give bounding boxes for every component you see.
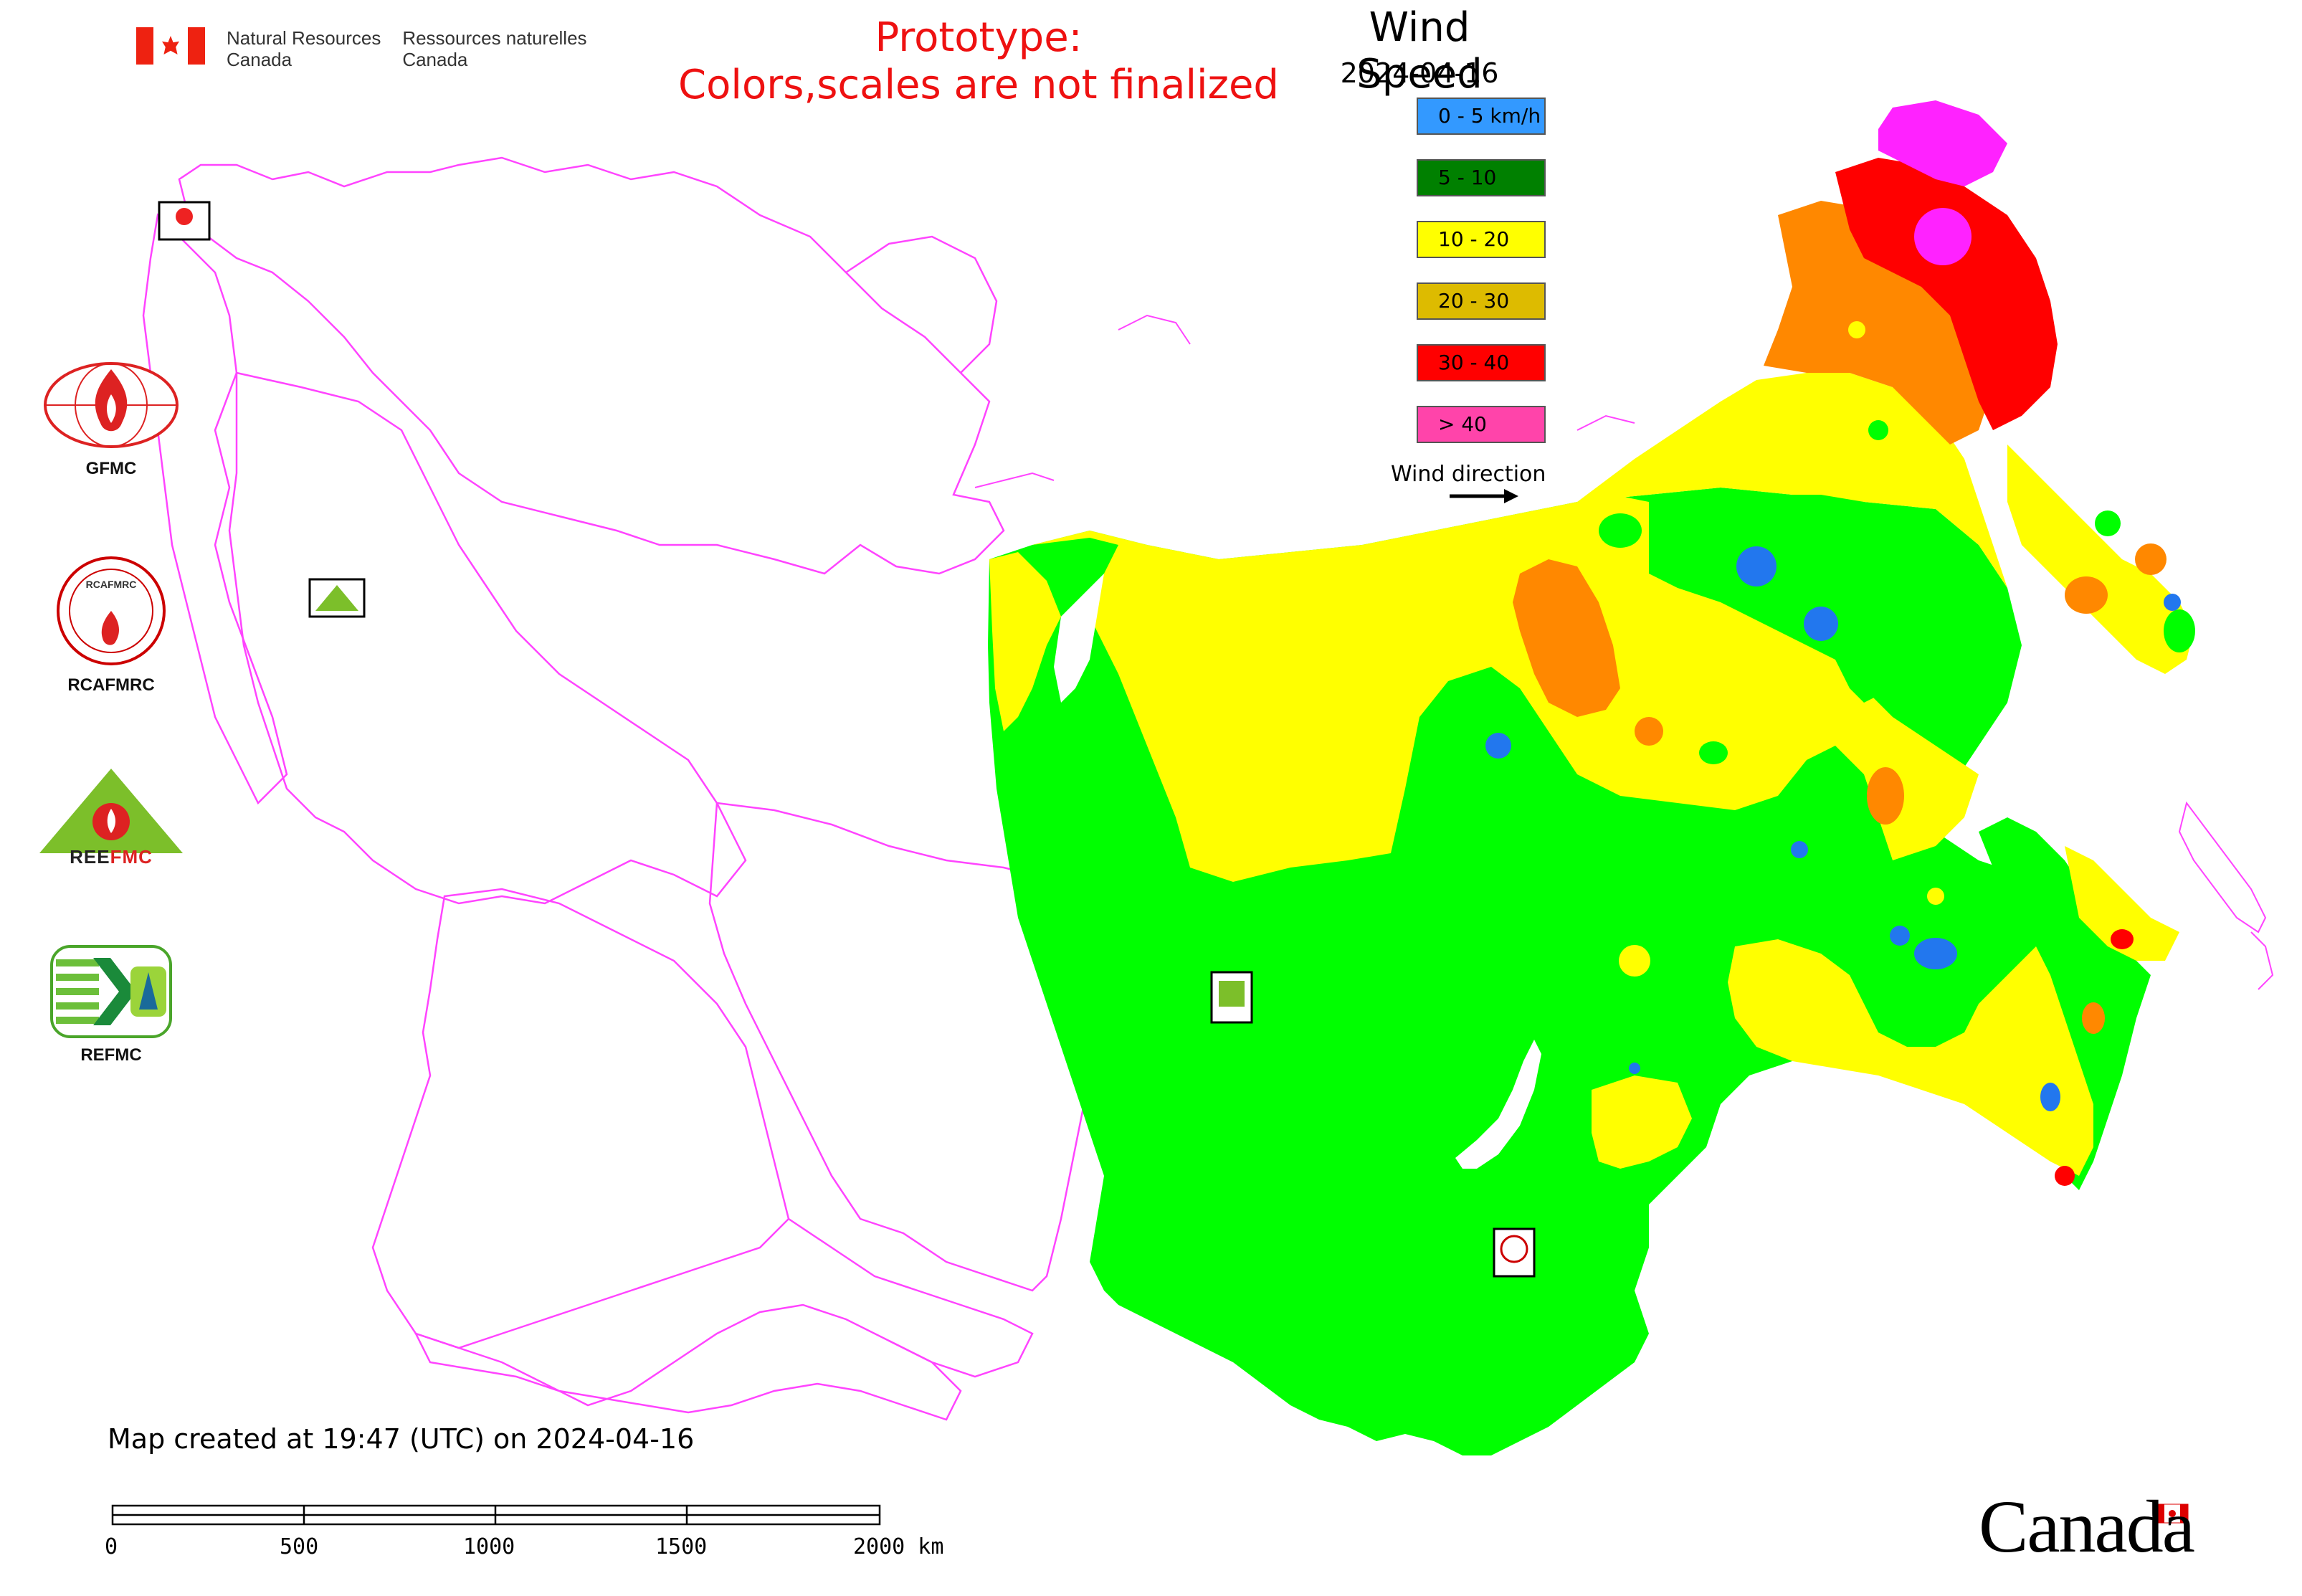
- org-reefmc[interactable]: REEFMC: [36, 766, 186, 869]
- zone-orange-spot-2: [1635, 717, 1663, 746]
- refmc-station-icon: [1219, 981, 1245, 1007]
- org-refmc[interactable]: REFMC: [36, 945, 186, 1065]
- gfmc-logo-icon: [44, 362, 179, 448]
- org-gfmc[interactable]: GFMC: [36, 358, 186, 479]
- scale-label-1500: 1500: [655, 1534, 708, 1559]
- zone-green-spot-1: [1599, 513, 1642, 548]
- lake-baikal: [1455, 1040, 1541, 1169]
- reefmc-station-icon: [315, 585, 358, 611]
- zone-red-spot-se: [2111, 929, 2134, 949]
- canada-wordmark: Canada: [1979, 1486, 2195, 1568]
- gov-name-english: Natural Resources Canada: [227, 27, 381, 70]
- canada-wordmark-flag-icon: [2156, 1504, 2189, 1524]
- coastlines: [974, 314, 2274, 990]
- canada-flag-icon: [136, 27, 205, 65]
- zone-magenta-ne: [1878, 100, 2007, 186]
- zone-blue-spot-9: [2164, 594, 2181, 611]
- scale-bar: [111, 1504, 881, 1526]
- wind-direction-label: Wind direction: [1391, 462, 1546, 487]
- legend-item: 20 - 30: [1417, 282, 1546, 320]
- legend-item: 0 - 5 km/h: [1417, 98, 1546, 135]
- zone-orange-central: [1513, 559, 1620, 717]
- scale-label-2000: 2000 km: [853, 1534, 944, 1559]
- zone-yellow-south: [1592, 1075, 1692, 1169]
- reefmc-logo-icon: REEFMC: [39, 769, 183, 868]
- zone-blue-spot-3: [1485, 733, 1511, 759]
- scale-label-1000: 1000: [463, 1534, 515, 1559]
- zone-orange-spot-1: [1867, 767, 1904, 825]
- rcafmrc-logo-icon: RCAFMRC: [57, 556, 166, 665]
- zone-red-ne: [1835, 158, 2058, 430]
- gfmc-station-icon: [176, 208, 193, 225]
- zone-green-spot-5: [2164, 609, 2195, 652]
- map-created-timestamp: Map created at 19:47 (UTC) on 2024-04-16: [108, 1423, 695, 1455]
- legend-item: > 40: [1417, 406, 1546, 443]
- zone-blue-spot-8: [2040, 1083, 2060, 1111]
- org-name-gfmc: GFMC: [85, 459, 137, 478]
- zone-blue-spot-6: [1914, 938, 1957, 969]
- zone-blue-spot-7: [1629, 1063, 1640, 1074]
- prototype-notice-line1: Prototype:: [875, 14, 1083, 61]
- zone-blue-spot-1: [1736, 546, 1777, 586]
- wind-zones: [988, 100, 2195, 1455]
- wind-direction-arrow: [1450, 489, 1518, 503]
- zone-red-spot-peninsula: [2055, 1166, 2075, 1186]
- org-name-rcafmrc: RCAFMRC: [67, 675, 155, 695]
- legend-item: 10 - 20: [1417, 221, 1546, 258]
- zone-magenta-spot: [1914, 208, 1972, 265]
- zone-green-spot-2: [1699, 741, 1728, 764]
- zone-yellow-spot-3: [1848, 321, 1865, 338]
- zone-orange-spot-5: [2082, 1002, 2105, 1034]
- prototype-notice: Prototype: Colors,scales are not finaliz…: [645, 14, 1312, 109]
- zone-green-inner: [1649, 495, 1979, 703]
- refmc-logo-icon: [50, 945, 172, 1038]
- zone-blue-spot-2: [1804, 607, 1838, 641]
- legend-item: 30 - 40: [1417, 344, 1546, 381]
- org-rcafmrc[interactable]: RCAFMRC RCAFMRC: [36, 554, 186, 695]
- zone-blue-spot-4: [1791, 841, 1808, 858]
- scale-label-0: 0: [105, 1534, 118, 1559]
- zone-yellow-spot-2: [1927, 888, 1944, 905]
- gov-header: Natural Resources Canada Ressources natu…: [136, 27, 587, 70]
- zone-yellow-northwest: [989, 552, 1061, 731]
- svg-text:RCAFMRC: RCAFMRC: [86, 579, 137, 590]
- zone-green-spot-4: [2095, 510, 2121, 536]
- zone-blue-spot-5: [1890, 926, 1910, 946]
- zone-green-spot-3: [1868, 420, 1888, 440]
- zone-yellow-northeast: [1577, 373, 2007, 588]
- zone-orange-spot-3: [2065, 576, 2108, 614]
- zone-orange-spot-4: [2135, 543, 2167, 575]
- gov-name-french: Ressources naturelles Canada: [402, 27, 587, 70]
- legend-date: 2024-04-16: [1340, 57, 1499, 89]
- rcafmrc-station-icon: [1500, 1235, 1528, 1263]
- zone-green-east: [1979, 817, 2151, 1190]
- zone-yellow-spot-1: [1619, 945, 1650, 977]
- zone-yellow-southeast: [1728, 939, 2093, 1176]
- country-borders: [142, 156, 1105, 1421]
- legend-item: 5 - 10: [1417, 159, 1546, 196]
- org-name-refmc: REFMC: [80, 1045, 142, 1065]
- legend-title: Wind Speed: [1356, 4, 1483, 98]
- white-gap-west: [1054, 574, 1104, 703]
- station-markers: [158, 201, 1536, 1278]
- zone-yellow-eastcoast: [2007, 445, 2194, 674]
- svg-text:REEFMC: REEFMC: [70, 846, 153, 866]
- prototype-notice-line2: Colors,scales are not finalized: [678, 62, 1279, 108]
- zone-yellow-pacific: [2065, 846, 2179, 961]
- scale-label-500: 500: [280, 1534, 319, 1559]
